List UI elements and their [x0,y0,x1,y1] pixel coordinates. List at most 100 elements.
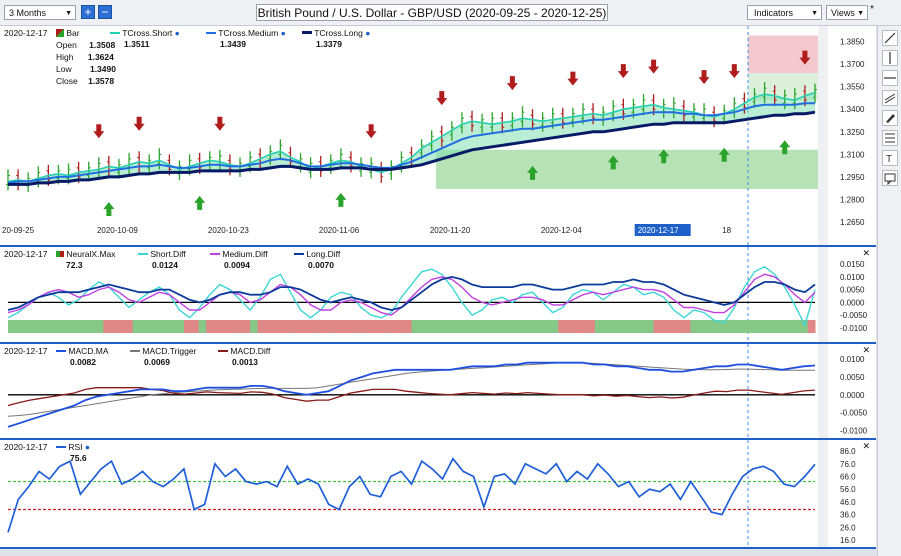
selected-date-marker [634,224,691,236]
trendline-tool-icon[interactable] [882,30,898,46]
views-button[interactable]: Views ▼ [826,5,868,20]
neural-legend-date: 2020-12-17 [4,249,48,259]
neuralx-bar [118,320,126,333]
neuralx-bar [565,320,574,333]
neuralx-bar [301,320,310,333]
neuralx-bar [228,320,236,333]
neuralx-bar [22,320,31,333]
neural-chart[interactable]: 0.0150 0.0100 0.0050 0.0000 -0.0050 -0.0100 [0,247,876,342]
neuralx-bar [110,320,119,333]
close-icon[interactable]: ✕ [862,345,870,355]
neuralx-bar [220,320,229,333]
macd-diff-swatch [218,350,228,352]
neuralx-bar [631,320,640,333]
sell-arrow-icon [728,64,740,79]
neuralx-bar [338,320,346,333]
neuralx-bar [433,320,442,333]
tcross-medium-line [7,102,815,184]
neuralx-bar [653,320,662,333]
neuralx-bar [15,320,24,333]
neuralx-bar [580,320,589,333]
neuralx-swatch [56,251,64,257]
price-panel[interactable]: 1.3850 1.3700 1.3550 1.3400 1.3250 1.3100 1.29… [0,26,876,247]
close-label: Close [56,76,78,86]
y-tick-label: 1.3100 [840,150,865,159]
close-icon[interactable]: ✕ [862,248,870,258]
neuralx-bar [279,320,288,333]
vertical-line-tool-icon[interactable] [882,50,898,66]
short-diff-label: Short.Diff [150,249,186,259]
rsi-label: RSI [68,442,83,452]
pen-tool-icon[interactable] [882,110,898,126]
y-tick-label: -0.0100 [840,426,868,435]
indicators-button[interactable]: Indicators ▼ [747,5,822,20]
comment-tool-icon[interactable] [882,170,898,186]
rsi-line [7,457,816,533]
text-tool-icon[interactable]: T [882,150,898,166]
x-tick-label: 2020-11-06 [319,226,360,235]
neuralx-bar [30,320,38,333]
sell-arrow-icon [436,91,448,106]
neuralx-bar [37,320,46,333]
rsi-panel[interactable]: 86.0 76.0 66.0 56.0 46.0 36.0 26.0 16.0 2020-12… [0,440,876,549]
tcross-short-line [7,91,816,183]
tlong-swatch [302,31,312,34]
long-diff-label: Long.Diff [306,249,341,259]
channel-tool-icon[interactable] [882,90,898,106]
neuralx-bar [154,320,163,333]
tmedium-value: 1.3439 [220,39,246,49]
y-tick-label: -0.0050 [840,311,868,320]
macd-chart[interactable]: 0.0100 0.0050 0.0000 -0.0050 -0.0100 [0,344,876,438]
price-chart[interactable]: 1.3850 1.3700 1.3550 1.3400 1.3250 1.3100 1.29… [0,26,876,245]
favorite-star[interactable]: * [870,4,874,15]
settings-dot-icon[interactable]: ● [280,28,286,38]
y-tick-label: 86.0 [840,447,856,456]
macd-panel[interactable]: 0.0100 0.0050 0.0000 -0.0050 -0.0100 2020-12… [0,344,876,440]
neuralx-bar [176,320,185,333]
long-diff-line [7,275,816,311]
indicators-label: Indicators [754,8,794,18]
neuralx-bar [448,320,457,333]
zoom-out-button[interactable]: − [98,5,112,19]
settings-dot-icon[interactable]: ● [174,28,180,38]
neuralx-bar [74,320,82,333]
close-icon[interactable]: ✕ [862,441,870,451]
neuralx-bar [492,320,501,333]
neuralx-bar [440,320,449,333]
settings-dot-icon[interactable]: ● [365,28,371,38]
tmedium-label: TCross.Medium [218,28,279,38]
neuralx-bar [426,320,435,333]
neuralx-bar [675,320,684,333]
neuralx-bar [286,320,295,333]
y-tick-label: 1.3850 [840,38,865,47]
x-tick-label: 2020-10-23 [208,226,249,235]
tshort-value: 1.3511 [124,39,150,49]
rsi-value: 75.6 [70,453,87,463]
neuralx-bar [162,320,170,333]
macd-diff-legend: MACD.Diff 0.0013 [218,346,270,368]
y-tick-label: 26.0 [840,523,856,532]
neuralx-bar [404,320,412,333]
period-select[interactable]: 3 Months ▼ [4,5,76,20]
sell-arrow-icon [567,71,579,86]
macd-ma-line [7,361,816,428]
chart-title[interactable]: British Pound / U.S. Dollar - GBP/USD (2… [256,4,608,21]
zoom-in-button[interactable]: + [81,5,95,19]
settings-dot-icon[interactable]: ● [84,442,91,452]
rsi-chart[interactable]: 86.0 76.0 66.0 56.0 46.0 36.0 26.0 16.0 [0,440,876,547]
neuralx-bar [257,320,266,333]
neuralx-bar [528,320,537,333]
fibonacci-tool-icon[interactable] [882,130,898,146]
neuralx-bar [763,320,772,333]
neural-panel[interactable]: 0.0150 0.0100 0.0050 0.0000 -0.0050 -0.0100 2… [0,247,876,344]
macd-legend-date: 2020-12-17 [4,346,48,356]
horizontal-line-tool-icon[interactable] [882,70,898,86]
neuralx-bar [470,320,479,333]
neuralx-bar [352,320,361,333]
neuralx-label: NeuralX.Max [66,249,116,259]
neuralx-bar [624,320,633,333]
neuralx-bar [726,320,735,333]
neuralx-bar [169,320,178,333]
neuralx-bar [455,320,464,333]
neuralx-bar [272,320,280,333]
